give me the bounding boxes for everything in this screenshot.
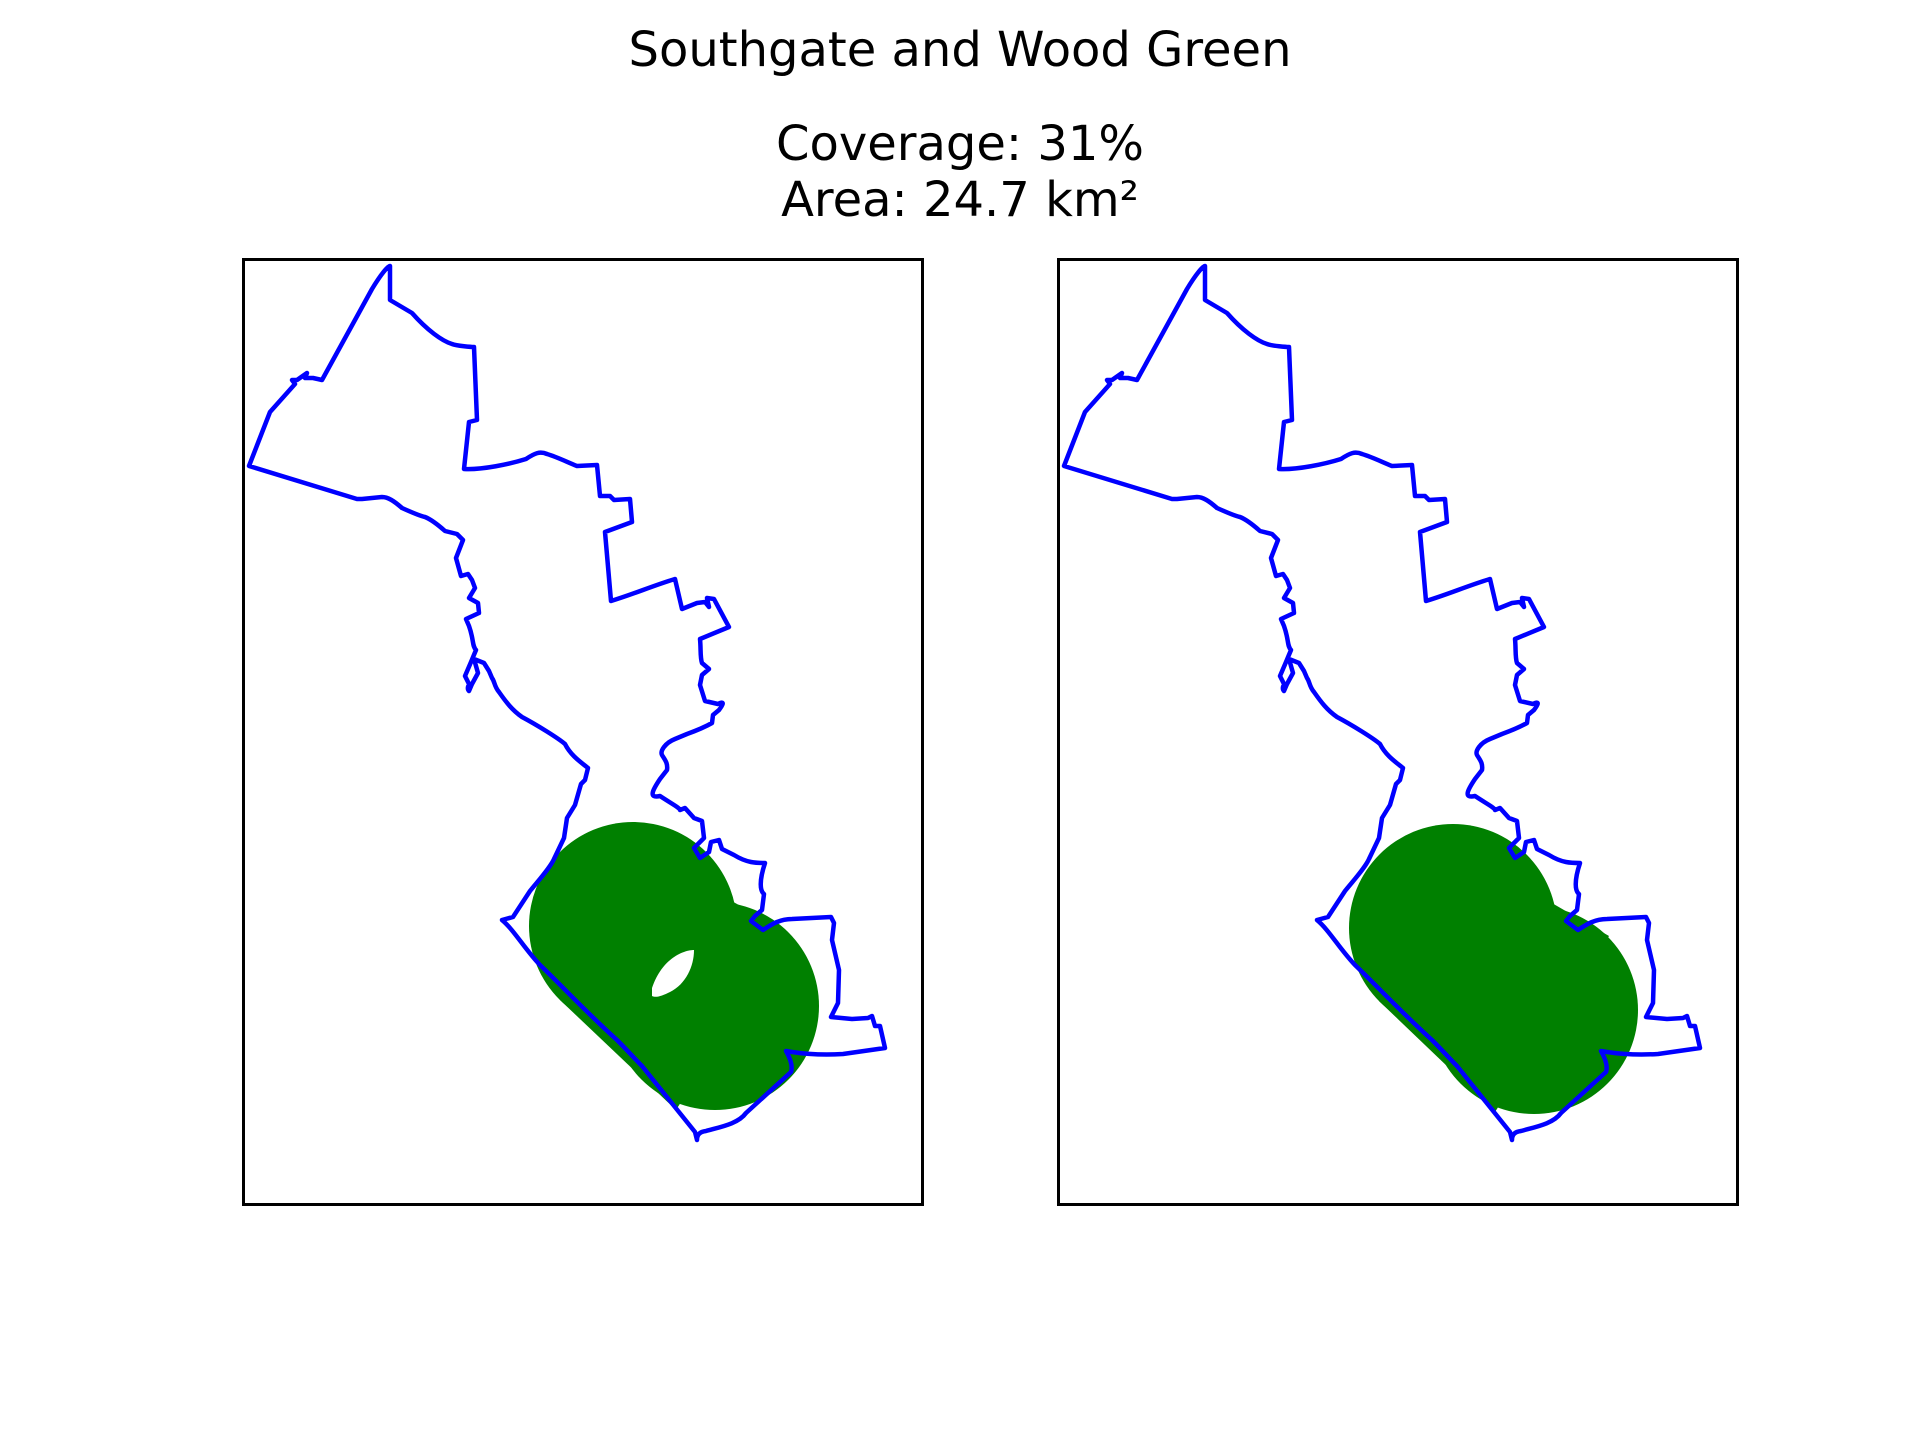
- map-panel-right: [1057, 258, 1739, 1206]
- uncovered-gap: [652, 950, 694, 997]
- boundary-outline-left: [246, 263, 888, 1143]
- area-label: Area: 24.7 km²: [781, 172, 1139, 228]
- figure-title: Southgate and Wood Green: [628, 22, 1292, 78]
- frame-left: [242, 258, 924, 1206]
- boundary-outline-right: [1061, 263, 1703, 1143]
- map-panel-left: [242, 258, 924, 1206]
- frame-right: [1057, 258, 1739, 1206]
- coverage-label: Coverage: 31%: [775, 116, 1145, 172]
- coverage-area-left: [529, 822, 819, 1110]
- coverage-area-right: [1349, 824, 1638, 1114]
